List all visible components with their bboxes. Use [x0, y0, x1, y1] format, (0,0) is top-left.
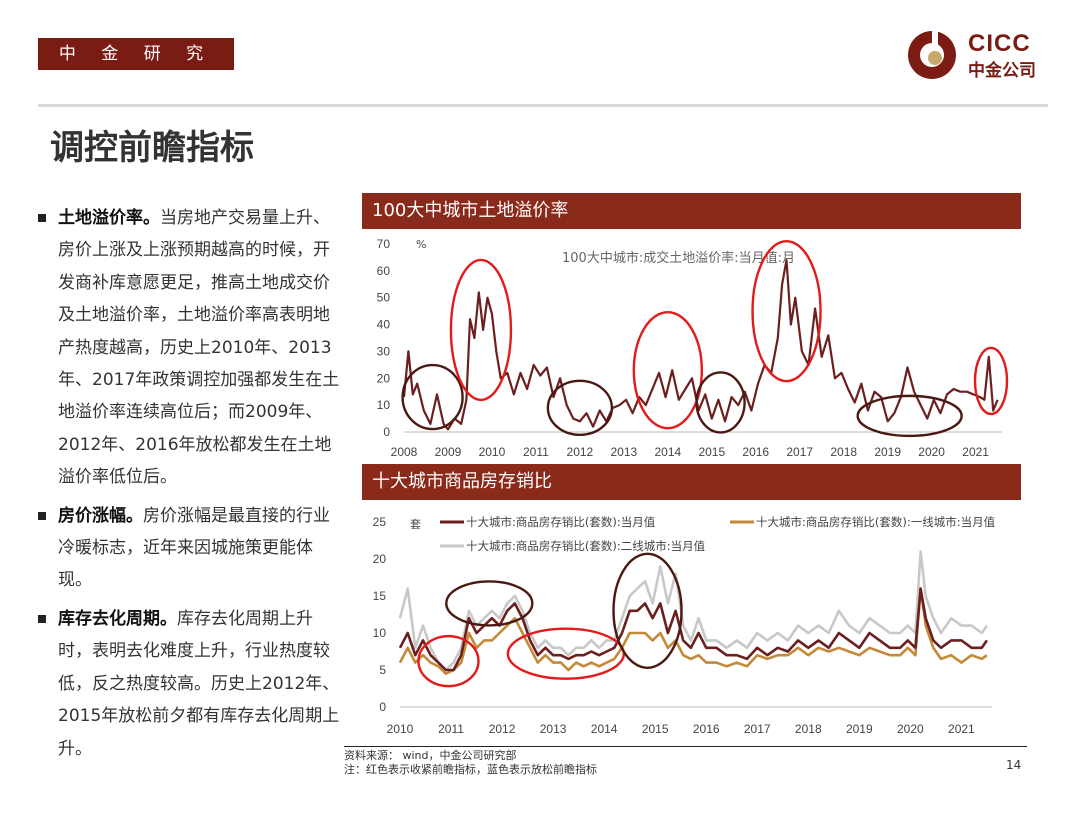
bullet-price-growth: 房价涨幅。房价涨幅是最直接的行业冷暖标志，近年来因城施策更能体现。: [36, 500, 346, 597]
annotation-ring: [632, 311, 704, 430]
y-tick-label: 20: [373, 552, 387, 566]
x-tick-label: 2016: [742, 445, 769, 459]
x-tick-label: 2013: [540, 722, 567, 736]
y-tick-label: 0: [379, 700, 386, 714]
y-tick-label: 30: [377, 344, 391, 358]
bullet-square-icon: [38, 511, 46, 520]
chart-title: 100大中城市:成交土地溢价率:当月值:月: [562, 250, 795, 266]
header-divider: [38, 104, 1048, 107]
x-tick-label: 2021: [948, 722, 975, 736]
series-line-tier2: [398, 550, 988, 672]
page-title: 调控前瞻指标: [50, 128, 254, 168]
cicc-logo: [908, 31, 956, 79]
land-premium-chart: 0 10 20 30 40 50 60 70 2008 2009 2010 2011 2012 2013 2…: [377, 237, 1009, 459]
y-tick-label: 5: [379, 663, 386, 677]
x-tick-label: 2014: [654, 445, 681, 459]
annotation-ring: [612, 552, 683, 670]
bullet-text: 房价涨幅是最直接的行业冷暖标志，近年来因城施策更能体现。: [58, 505, 330, 591]
x-tick-label: 2017: [786, 445, 813, 459]
page-number: 14: [1006, 758, 1022, 772]
y-tick-label: 50: [377, 291, 391, 305]
series-line-tier1: [398, 587, 988, 675]
x-tick-label: 2012: [567, 445, 594, 459]
annotation-ring: [751, 239, 822, 383]
y-axis-unit: %: [416, 238, 426, 251]
source-text: 资料来源： wind，中金公司研究部: [344, 749, 517, 762]
bullet-land-premium: 土地溢价率。当房地产交易量上升、房价上涨及上涨预期越高的时候，开发商补库意愿更足…: [36, 202, 346, 494]
bullet-text: 库存去化周期上升时，表明去化难度上升，行业热度较低，反之热度较高。历史上2012…: [58, 608, 340, 759]
x-tick-label: 2015: [642, 722, 669, 736]
annotation-ring: [546, 379, 614, 437]
x-tick-label: 2009: [435, 445, 462, 459]
x-tick-label: 2021: [962, 445, 989, 459]
source-divider: [344, 746, 1027, 747]
x-tick-label: 2013: [611, 445, 638, 459]
series-line-total: [398, 587, 988, 672]
chart1-title-bar: 100大中城市土地溢价率: [362, 193, 1021, 229]
y-tick-label: 60: [377, 264, 391, 278]
x-tick-label: 2011: [523, 445, 549, 459]
x-tick-label: 2018: [830, 445, 857, 459]
x-tick-label: 2010: [479, 445, 506, 459]
bullet-heading: 库存去化周期。: [58, 608, 177, 629]
annotation-ring: [449, 258, 513, 402]
x-tick-label: 2017: [744, 722, 771, 736]
bullet-square-icon: [38, 614, 46, 623]
x-tick-label: 2014: [591, 722, 618, 736]
y-tick-label: 10: [373, 626, 387, 640]
y-tick-label: 20: [377, 371, 391, 385]
x-tick-label: 2010: [387, 722, 414, 736]
bullet-square-icon: [38, 214, 46, 222]
y-tick-label: 70: [377, 237, 391, 251]
annotation-ring: [695, 371, 746, 434]
department-label: 中 金 研 究 部: [38, 38, 234, 96]
annotation-ring: [856, 394, 963, 438]
x-tick-label: 2015: [698, 445, 725, 459]
logo-text-en: CICC: [968, 30, 1031, 57]
source-note: 资料来源： wind，中金公司研究部 注：红色表示收紧前瞻指标，蓝色表示放松前瞻…: [344, 749, 597, 777]
bullet-inventory-cycle: 库存去化周期。库存去化周期上升时，表明去化难度上升，行业热度较低，反之热度较高。…: [36, 603, 346, 765]
x-tick-label: 2020: [897, 722, 924, 736]
bullet-heading: 房价涨幅。: [58, 505, 143, 526]
bullet-heading: 土地溢价率。: [58, 208, 160, 228]
legend-label: 十大城市:商品房存销比(套数):当月值: [466, 515, 656, 529]
logo-text-cn: 中金公司: [968, 61, 1036, 81]
note-text: 注：红色表示收紧前瞻指标，蓝色表示放松前瞻指标: [344, 763, 597, 776]
annotation-ring: [445, 580, 534, 627]
chart2-title-bar: 十大城市商品房存销比: [362, 464, 1021, 500]
y-tick-label: 25: [373, 515, 387, 529]
x-tick-label: 2011: [438, 722, 464, 736]
annotation-ring: [417, 634, 480, 688]
x-tick-label: 2018: [795, 722, 822, 736]
x-tick-label: 2019: [874, 445, 901, 459]
y-tick-label: 0: [383, 425, 390, 439]
legend-label: 十大城市:商品房存销比(套数):二线城市:当月值: [466, 539, 706, 553]
x-tick-label: 2012: [489, 722, 516, 736]
inventory-ratio-chart: 0 5 10 15 20 25 2010 2011 2012 2013 2014 2015 2016 20…: [373, 515, 996, 736]
bullet-list: 土地溢价率。当房地产交易量上升、房价上涨及上涨预期越高的时候，开发商补库意愿更足…: [36, 202, 346, 771]
bullet-text: 当房地产交易量上升、房价上涨及上涨预期越高的时候，开发商补库意愿更足，推高土地成…: [58, 208, 340, 488]
annotation-ring: [973, 346, 1009, 416]
y-axis-unit: 套: [410, 518, 421, 531]
series-line-land-premium: [402, 259, 999, 431]
annotation-ring: [401, 363, 464, 431]
y-tick-label: 10: [377, 398, 391, 412]
x-tick-label: 2020: [918, 445, 945, 459]
x-tick-label: 2019: [846, 722, 873, 736]
x-tick-label: 2016: [693, 722, 720, 736]
y-tick-label: 15: [373, 589, 387, 603]
x-tick-label: 2008: [391, 445, 418, 459]
legend-label: 十大城市:商品房存销比(套数):一线城市:当月值: [756, 515, 996, 529]
y-tick-label: 40: [377, 318, 391, 332]
